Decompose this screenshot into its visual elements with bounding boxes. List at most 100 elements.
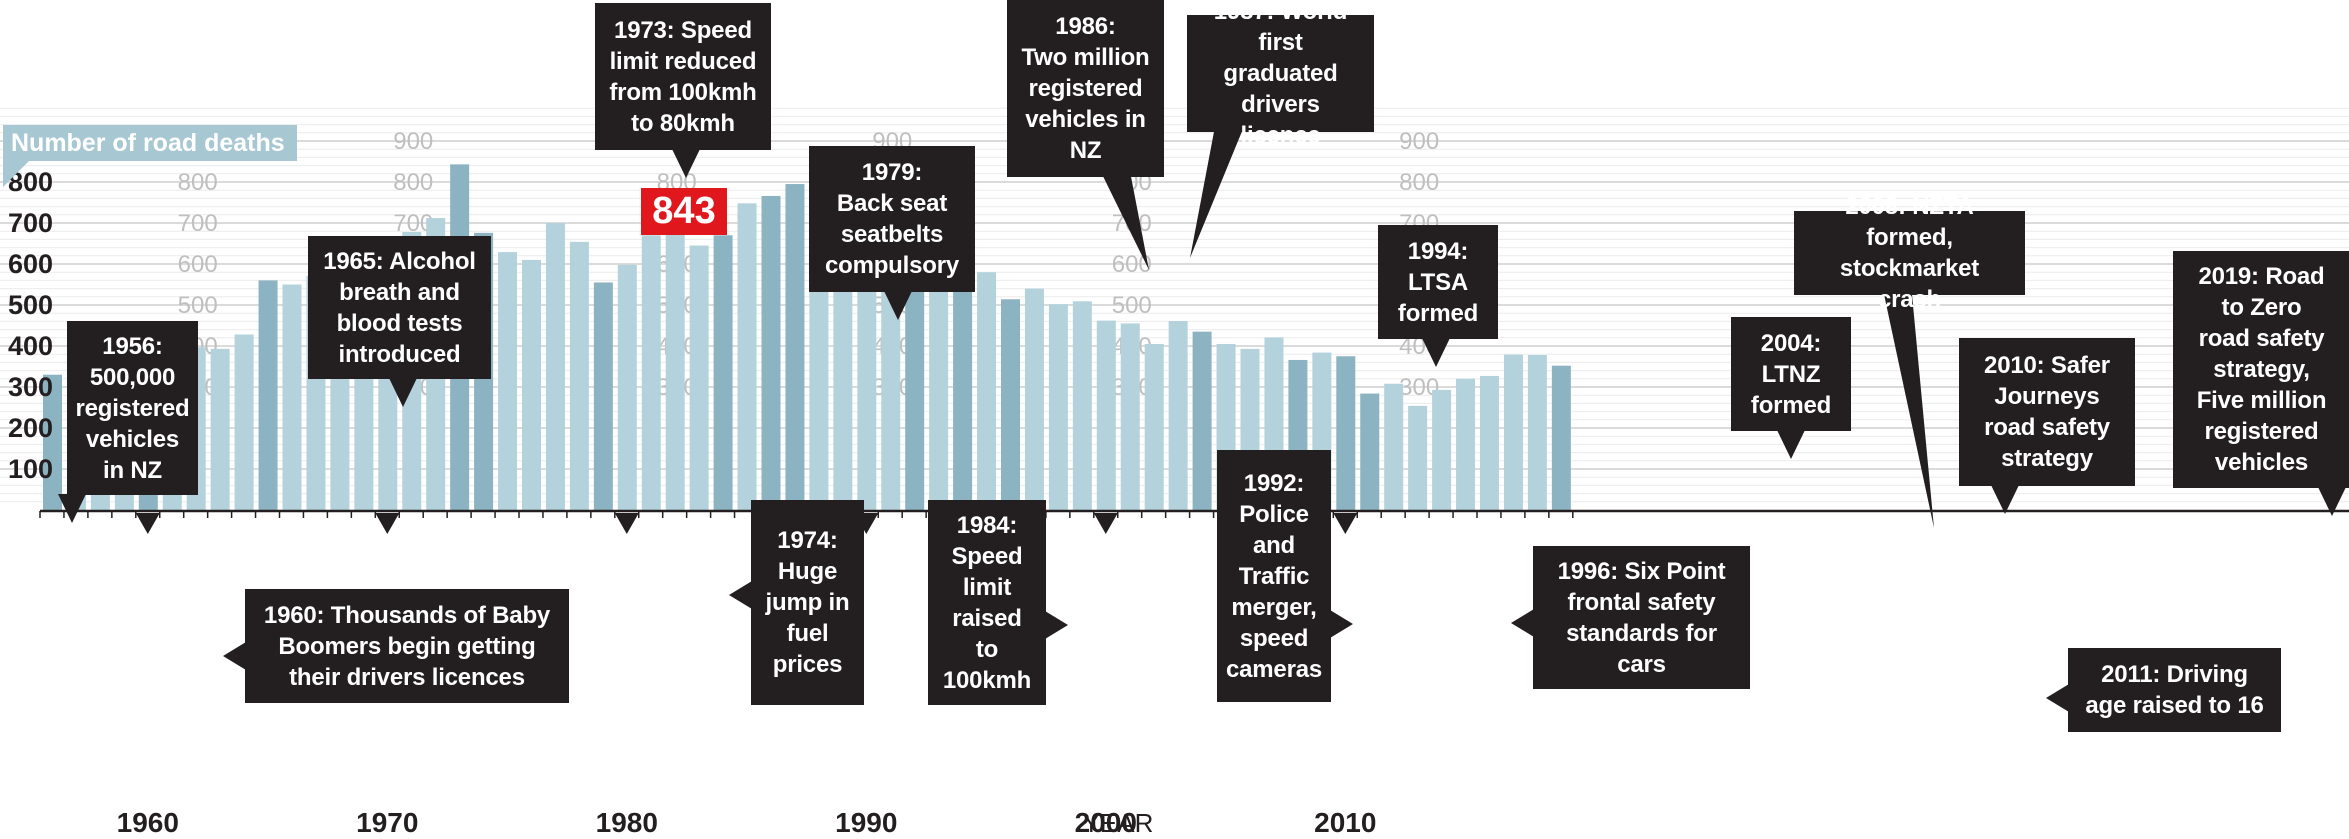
bar-1965 xyxy=(258,280,278,510)
ghost-tick-label: 600 xyxy=(178,251,218,278)
bar-2019 xyxy=(1551,365,1571,510)
bar-2010 xyxy=(1336,356,1356,510)
x-tick-label: 1980 xyxy=(596,807,658,838)
annotation-1979: 1979: Back seat seatbelts compulsory xyxy=(809,146,975,292)
ghost-tick-label: 900 xyxy=(393,128,433,155)
x-tick-label: 2010 xyxy=(1314,807,1376,838)
ghost-tick-label: 500 xyxy=(178,292,218,319)
bar-1964 xyxy=(234,334,254,510)
y-tick-label: 200 xyxy=(8,413,53,443)
ghost-tick-label: 700 xyxy=(178,210,218,237)
bar-1994 xyxy=(953,272,973,510)
y-tick-label: 600 xyxy=(8,249,53,279)
ghost-tick-label: 900 xyxy=(1399,128,1439,155)
x-tick-label: 1970 xyxy=(356,807,418,838)
ghost-tick-label: 800 xyxy=(178,169,218,196)
x-tick-marker xyxy=(614,513,639,534)
annotation-pointer-1979 xyxy=(884,291,912,320)
x-tick-label: 1990 xyxy=(835,807,897,838)
bar-1995 xyxy=(977,272,997,510)
annotation-pointer-1992 xyxy=(1330,610,1353,638)
bar-1979 xyxy=(593,282,613,510)
bar-1966 xyxy=(282,284,302,510)
y-tick-label: 700 xyxy=(8,208,53,238)
y-tick-label: 500 xyxy=(8,290,53,320)
annotation-1973: 1973: Speed limit reduced from 100kmh to… xyxy=(595,3,771,150)
annotation-2004: 2004: LTNZ formed xyxy=(1731,317,1851,431)
x-axis-label: YEAR xyxy=(1083,808,1154,838)
bar-2015 xyxy=(1456,378,1476,510)
bar-1996 xyxy=(1001,299,1020,510)
bar-1997 xyxy=(1024,288,1044,510)
annotation-pointer-1974 xyxy=(729,581,752,609)
annotation-pointer-1986 xyxy=(1102,176,1149,270)
peak-value-label: 843 xyxy=(641,188,727,235)
ghost-tick-label: 800 xyxy=(393,169,433,196)
y-tick-label: 300 xyxy=(8,372,53,402)
annotation-pointer-1994 xyxy=(1422,338,1450,367)
annotation-2011: 2011: Driving age raised to 16 xyxy=(2068,648,2281,732)
annotation-pointer-1984 xyxy=(1045,611,1068,639)
annotation-pointer-1965 xyxy=(389,378,417,407)
bar-1978 xyxy=(569,241,589,511)
bar-1982 xyxy=(665,234,685,510)
ghost-tick-label: 500 xyxy=(1112,292,1152,319)
y-tick-label: 400 xyxy=(8,331,53,361)
bar-1981 xyxy=(641,235,661,511)
bar-1980 xyxy=(617,264,637,510)
y-axis-label-pointer xyxy=(3,161,29,187)
bar-1984 xyxy=(713,235,733,511)
x-tick-marker xyxy=(375,513,400,534)
bar-2011 xyxy=(1360,393,1380,510)
y-tick-label: 100 xyxy=(8,454,53,484)
annotation-pointer-1987 xyxy=(1190,131,1243,258)
annotation-1987: 1987: World first graduated drivers lice… xyxy=(1187,0,1374,149)
annotation-2008: 2008: NZTA formed, stockmarket crash xyxy=(1794,193,2025,313)
bar-1998 xyxy=(1048,304,1068,510)
annotation-pointer-1996 xyxy=(1511,609,1534,637)
bar-2013 xyxy=(1408,405,1428,510)
annotation-2010: 2010: Safer Journeys road safety strateg… xyxy=(1959,338,2135,486)
annotation-1965: 1965: Alcohol breath and blood tests int… xyxy=(308,236,491,379)
bar-2000 xyxy=(1096,320,1116,510)
annotation-pointer-1956 xyxy=(58,494,86,523)
annotation-pointer-2004 xyxy=(1777,430,1805,459)
x-tick-label: 1960 xyxy=(117,807,179,838)
x-tick-label: 2000 xyxy=(1075,807,1137,838)
bar-1999 xyxy=(1072,301,1092,510)
x-tick-marker xyxy=(1333,513,1358,534)
annotation-pointer-2011 xyxy=(2046,684,2069,712)
bar-2016 xyxy=(1480,375,1499,510)
bar-1976 xyxy=(522,259,541,510)
x-tick-marker xyxy=(1093,513,1118,534)
annotation-pointer-2010 xyxy=(1991,485,2019,514)
y-axis-label: Number of road deaths xyxy=(3,125,297,161)
annotation-1984: 1984: Speed limit raised to 100kmh xyxy=(928,500,1046,705)
annotation-1960: 1960: Thousands of Baby Boomers begin ge… xyxy=(245,589,569,703)
annotation-1996: 1996: Six Point frontal safety standards… xyxy=(1533,546,1750,689)
annotation-2019: 2019: Road to Zero road safety strategy,… xyxy=(2173,251,2349,488)
annotation-pointer-1973 xyxy=(672,149,700,178)
annotation-1974: 1974: Huge jump in fuel prices xyxy=(751,500,864,705)
annotation-1994: 1994: LTSA formed xyxy=(1378,225,1498,339)
annotation-1956: 1956: 500,000 registered vehicles in NZ xyxy=(67,321,198,495)
bar-1977 xyxy=(545,223,565,510)
bar-1987 xyxy=(785,184,805,511)
bar-2002 xyxy=(1144,343,1164,510)
bar-2001 xyxy=(1120,323,1140,510)
bar-1963 xyxy=(210,348,230,510)
bar-1985 xyxy=(737,203,757,510)
bar-2003 xyxy=(1168,320,1188,510)
bar-1992 xyxy=(905,245,925,510)
bar-1986 xyxy=(761,195,781,510)
bar-1983 xyxy=(689,245,709,511)
x-tick-marker xyxy=(135,513,160,534)
annotation-1986: 1986: Two million registered vehicles in… xyxy=(1007,0,1164,177)
bar-2012 xyxy=(1384,383,1404,510)
bar-1956 xyxy=(43,374,62,510)
ghost-tick-label: 800 xyxy=(1399,169,1439,196)
bar-1993 xyxy=(929,264,949,510)
annotation-pointer-2008 xyxy=(1883,294,1934,528)
bar-2014 xyxy=(1432,389,1452,510)
annotation-pointer-2019 xyxy=(2318,487,2346,516)
